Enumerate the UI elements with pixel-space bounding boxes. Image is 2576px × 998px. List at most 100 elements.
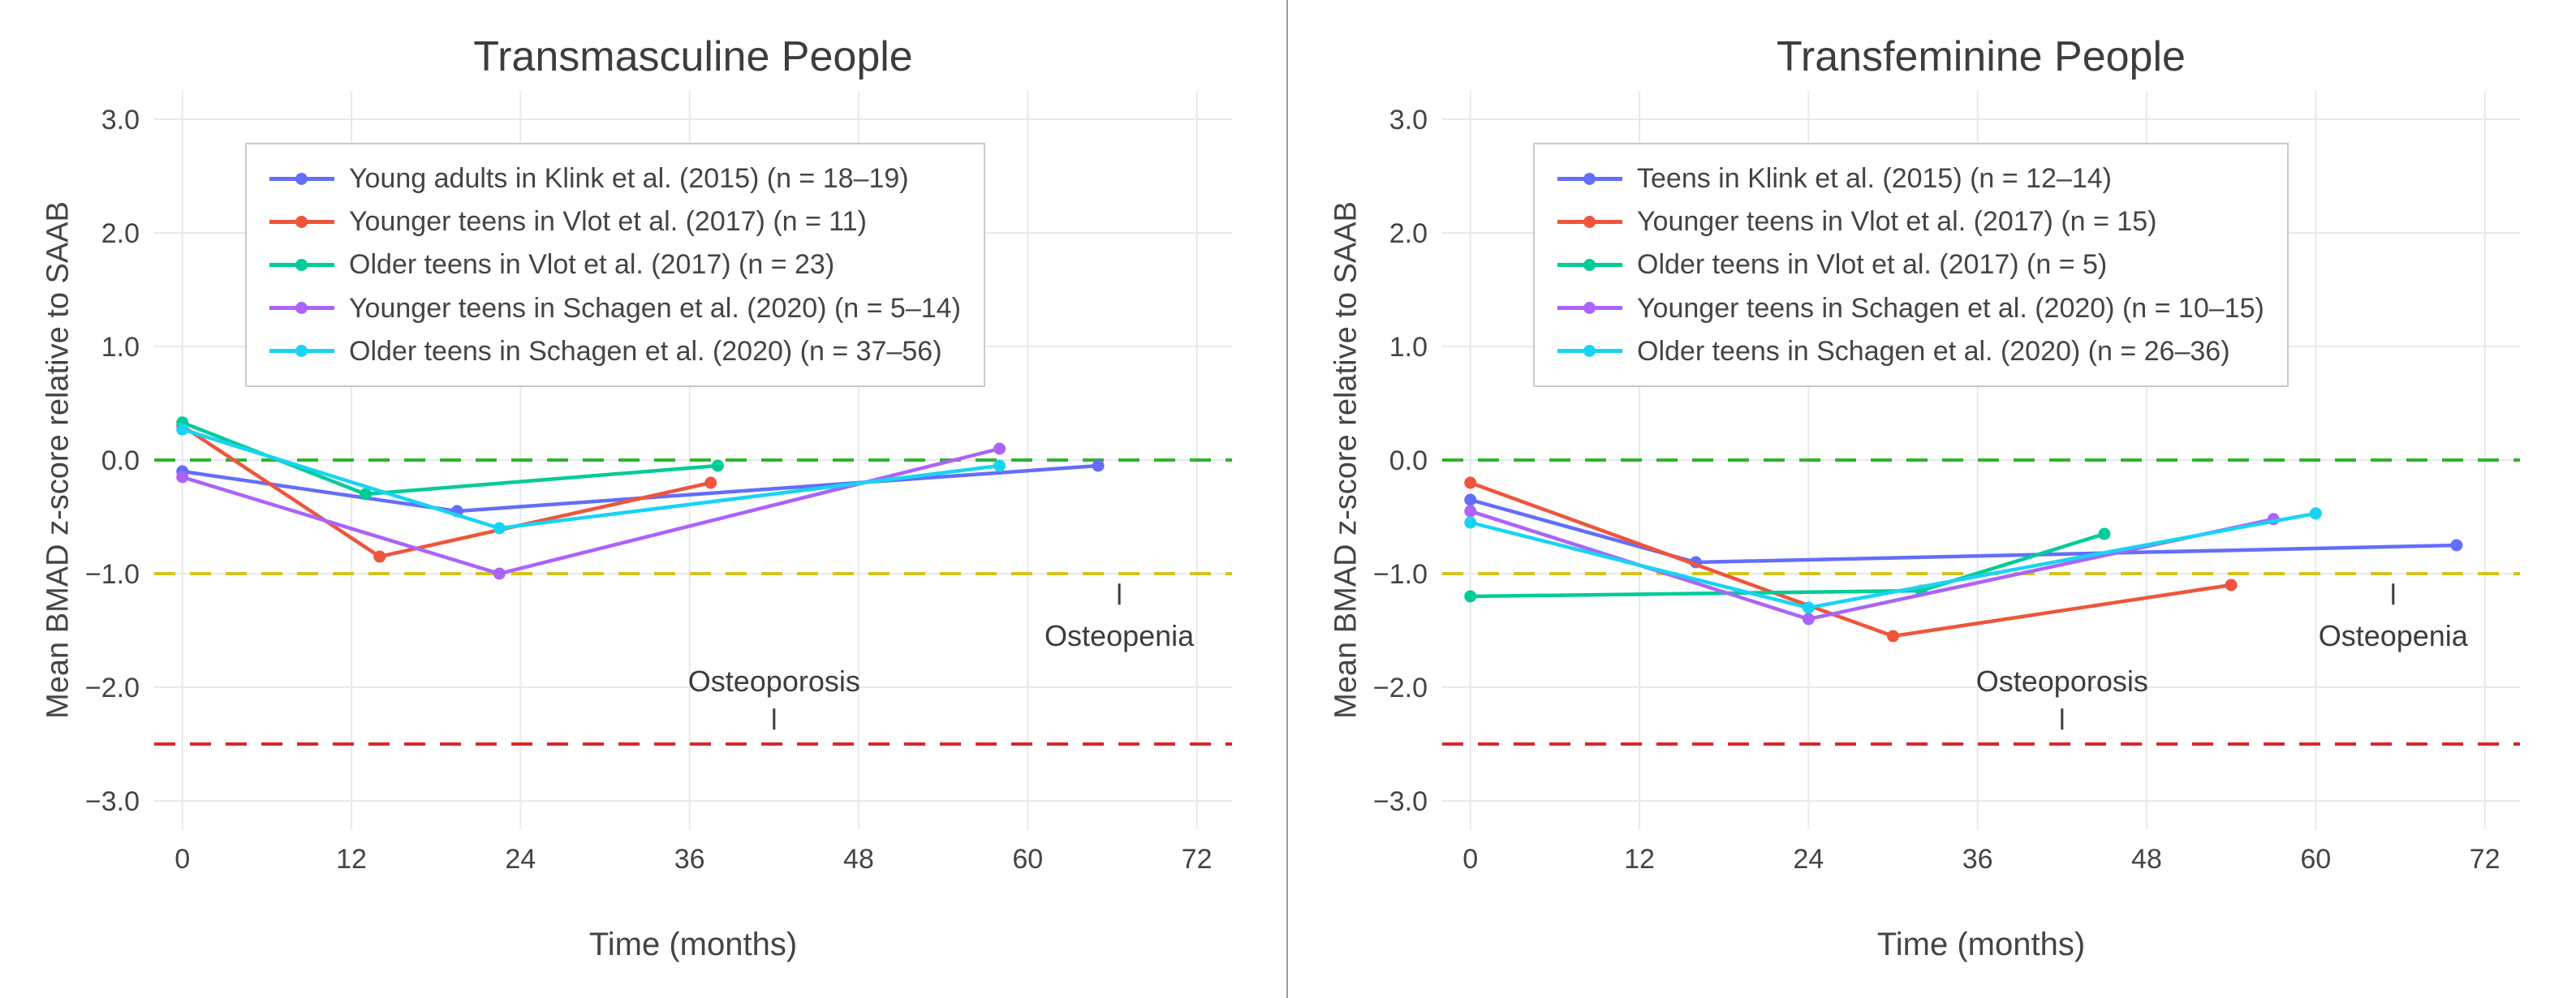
- x-tick-label: 0: [174, 844, 190, 875]
- series-swatch: [269, 301, 334, 315]
- series-line: [181, 424, 712, 559]
- series-marker: [993, 442, 1006, 455]
- y-tick-label: 2.0: [101, 218, 140, 249]
- x-tick-label: 48: [843, 844, 874, 875]
- series-marker: [176, 423, 189, 436]
- x-tick-label: 36: [1962, 844, 1993, 875]
- y-tick-label: 1.0: [101, 332, 140, 363]
- legend-label: Older teens in Schagen et al. (2020) (n …: [1637, 335, 2230, 367]
- legend-label: Older teens in Vlot et al. (2017) (n = 5…: [1637, 249, 2108, 281]
- legend-item-schagen-older[interactable]: Older teens in Schagen et al. (2020) (n …: [1557, 333, 2264, 369]
- annotation-label: Osteopenia: [1045, 619, 1195, 652]
- series-marker: [1802, 613, 1815, 626]
- series-marker: [1887, 630, 1900, 643]
- series-swatch: [269, 215, 334, 229]
- legend-label: Older teens in Schagen et al. (2020) (n …: [349, 335, 942, 367]
- y-tick-label: 1.0: [1389, 332, 1428, 363]
- legend-label: Younger teens in Vlot et al. (2017) (n =…: [1637, 206, 2157, 238]
- chart-title: Transfeminine People: [1777, 33, 2186, 80]
- legend: Young adults in Klink et al. (2015) (n =…: [245, 143, 985, 387]
- annotation-label: Osteopenia: [2319, 619, 2469, 652]
- legend-item-vlot-older[interactable]: Older teens in Vlot et al. (2017) (n = 2…: [269, 247, 961, 282]
- series-swatch: [1557, 258, 1622, 272]
- series-marker: [2309, 507, 2322, 520]
- legend-item-vlot-younger[interactable]: Younger teens in Vlot et al. (2017) (n =…: [1557, 204, 2264, 239]
- legend-item-schagen-older[interactable]: Older teens in Schagen et al. (2020) (n …: [269, 333, 961, 369]
- series-swatch: [269, 258, 334, 272]
- series-marker: [176, 471, 189, 484]
- legend-item-schagen-younger[interactable]: Younger teens in Schagen et al. (2020) (…: [1557, 290, 2264, 326]
- series-marker: [493, 567, 506, 580]
- y-tick-label: −2.0: [85, 673, 140, 703]
- series-marker: [704, 476, 717, 489]
- series-marker: [373, 550, 386, 563]
- annotation-label: Osteoporosis: [1976, 665, 2148, 698]
- legend: Teens in Klink et al. (2015) (n = 12–14)…: [1533, 143, 2289, 387]
- x-tick-label: 36: [674, 844, 705, 875]
- transmasculine-plot: 3.0 2.0 1.0 0.0 −1.0 −2.0 −3.0 0 12 24 36 48 60 72 Ost…: [85, 91, 1232, 875]
- legend-item-klink[interactable]: Young adults in Klink et al. (2015) (n =…: [269, 161, 961, 196]
- series-swatch: [1557, 344, 1622, 358]
- series-marker: [2450, 539, 2463, 552]
- y-tick-label: 2.0: [1389, 218, 1428, 249]
- series-marker: [1464, 505, 1477, 518]
- y-tick-label: 3.0: [1389, 105, 1428, 136]
- series-swatch: [1557, 301, 1622, 315]
- series-marker: [993, 459, 1006, 472]
- legend-label: Older teens in Vlot et al. (2017) (n = 2…: [349, 249, 835, 281]
- transfeminine-plot: 3.0 2.0 1.0 0.0 −1.0 −2.0 −3.0 0 12 24 36 48 60 72 Ost…: [1373, 91, 2520, 875]
- legend-item-klink[interactable]: Teens in Klink et al. (2015) (n = 12–14): [1557, 161, 2264, 196]
- series-marker: [2225, 579, 2238, 591]
- series-marker: [1802, 601, 1815, 614]
- legend-label: Younger teens in Schagen et al. (2020) (…: [1637, 292, 2264, 324]
- x-tick-label: 12: [1624, 844, 1655, 875]
- y-tick-label: −1.0: [85, 559, 140, 590]
- x-tick-label: 12: [336, 844, 367, 875]
- x-tick-label: 0: [1462, 844, 1478, 875]
- series-swatch: [1557, 172, 1622, 186]
- series-marker: [493, 522, 506, 535]
- legend-item-vlot-older[interactable]: Older teens in Vlot et al. (2017) (n = 5…: [1557, 247, 2264, 282]
- series-marker: [1464, 590, 1477, 603]
- y-tick-label: −3.0: [1373, 786, 1428, 817]
- legend-label: Younger teens in Vlot et al. (2017) (n =…: [349, 206, 867, 238]
- series-marker: [2098, 527, 2111, 540]
- legend-label: Young adults in Klink et al. (2015) (n =…: [349, 163, 909, 194]
- chart-panel-transmasculine: 3.0 2.0 1.0 0.0 −1.0 −2.0 −3.0 0 12 24 36 48 60 72 Ost…: [41, 33, 1232, 962]
- x-axis-title: Time (months): [1876, 927, 2086, 962]
- series-swatch: [269, 172, 334, 186]
- y-tick-label: 3.0: [101, 105, 140, 136]
- y-axis-title: Mean BMAD z-score relative to SAAB: [41, 201, 75, 719]
- legend-item-schagen-younger[interactable]: Younger teens in Schagen et al. (2020) (…: [269, 290, 961, 326]
- series-marker: [1464, 493, 1477, 506]
- chart-panel-transfeminine: 3.0 2.0 1.0 0.0 −1.0 −2.0 −3.0 0 12 24 36 48 60 72 Ost…: [1288, 0, 2576, 998]
- series-marker: [711, 459, 724, 472]
- y-tick-label: 0.0: [101, 445, 140, 476]
- legend-label: Teens in Klink et al. (2015) (n = 12–14): [1637, 163, 2112, 194]
- panel-divider: [1286, 0, 1289, 998]
- x-tick-label: 24: [1793, 844, 1824, 875]
- series-marker: [1464, 516, 1477, 529]
- y-axis-title: Mean BMAD z-score relative to SAAB: [1329, 201, 1363, 719]
- annotation-label: Osteoporosis: [688, 665, 860, 698]
- y-tick-label: −1.0: [1373, 559, 1428, 590]
- x-tick-label: 60: [2300, 844, 2331, 875]
- x-tick-label: 48: [2131, 844, 2162, 875]
- x-tick-label: 72: [2470, 844, 2501, 875]
- x-tick-label: 72: [1182, 844, 1213, 875]
- x-tick-label: 60: [1012, 844, 1043, 875]
- x-axis-title: Time (months): [588, 927, 798, 962]
- y-tick-label: 0.0: [1389, 445, 1428, 476]
- chart-title: Transmasculine People: [473, 33, 913, 80]
- series-swatch: [1557, 215, 1622, 229]
- series-line: [1470, 497, 2457, 565]
- series-marker: [359, 488, 372, 501]
- series-marker: [1092, 459, 1105, 472]
- series-marker: [1464, 476, 1477, 489]
- x-tick-label: 24: [505, 844, 536, 875]
- series-swatch: [269, 344, 334, 358]
- legend-item-vlot-younger[interactable]: Younger teens in Vlot et al. (2017) (n =…: [269, 204, 961, 239]
- y-tick-label: −3.0: [85, 786, 140, 817]
- y-tick-label: −2.0: [1373, 673, 1428, 703]
